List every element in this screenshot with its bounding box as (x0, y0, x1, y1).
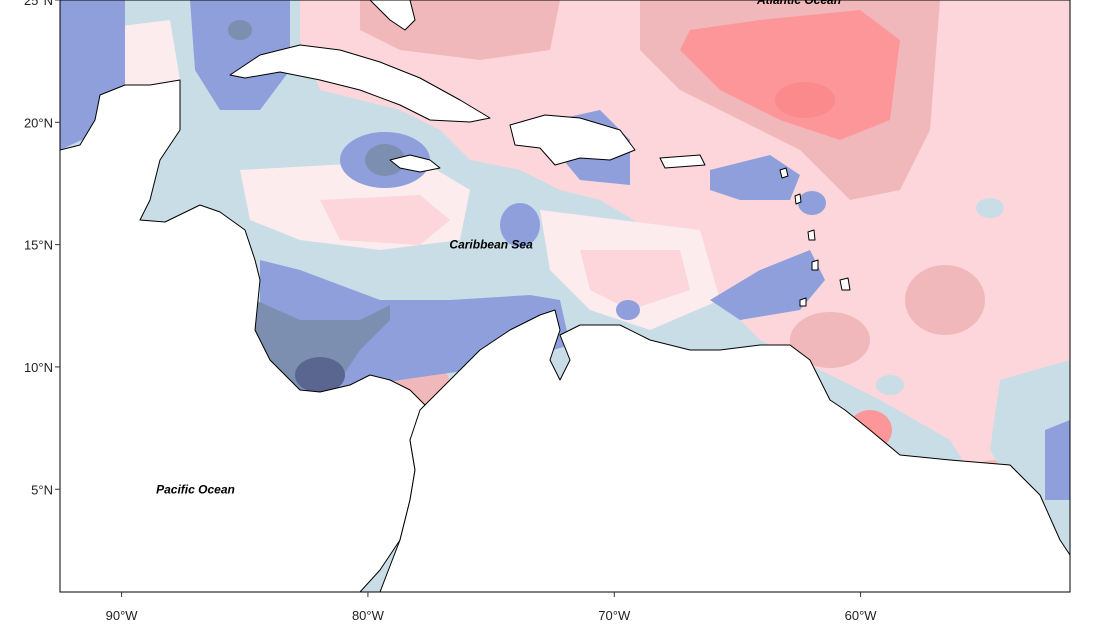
anomaly-region-positive-2 (905, 265, 985, 335)
x-tick-label: 80°W (352, 608, 385, 623)
x-tick-label: 60°W (845, 608, 878, 623)
x-axis-ticks: 90°W 80°W 70°W 60°W (106, 592, 878, 623)
y-tick-label: 15°N (24, 238, 53, 253)
y-tick-label: 20°N (24, 115, 53, 130)
anomaly-region-negative (616, 300, 640, 320)
x-tick-label: 90°W (106, 608, 139, 623)
y-tick-label: 10°N (24, 360, 53, 375)
anomaly-region-negative (798, 191, 826, 215)
y-axis-ticks: 25°N 20°N 15°N 10°N 5°N (24, 0, 60, 497)
place-label: Atlantic Ocean (756, 0, 841, 7)
anomaly-region-near-zero-cool (976, 198, 1004, 218)
y-tick-label: 25°N (24, 0, 53, 8)
anomaly-region-near-zero-cool (876, 375, 904, 395)
anomaly-region-negative-2 (228, 20, 252, 40)
place-label: Caribbean Sea (449, 238, 533, 252)
y-tick-label: 5°N (31, 482, 53, 497)
x-tick-label: 70°W (598, 608, 631, 623)
anomaly-core-positive (775, 82, 835, 118)
anomaly-region-negative (1045, 420, 1070, 500)
place-label: Pacific Ocean (156, 482, 235, 496)
anomaly-map: 90°W 80°W 70°W 60°W 25°N 20°N 15°N 10°N 5°N Atl… (0, 0, 1100, 630)
